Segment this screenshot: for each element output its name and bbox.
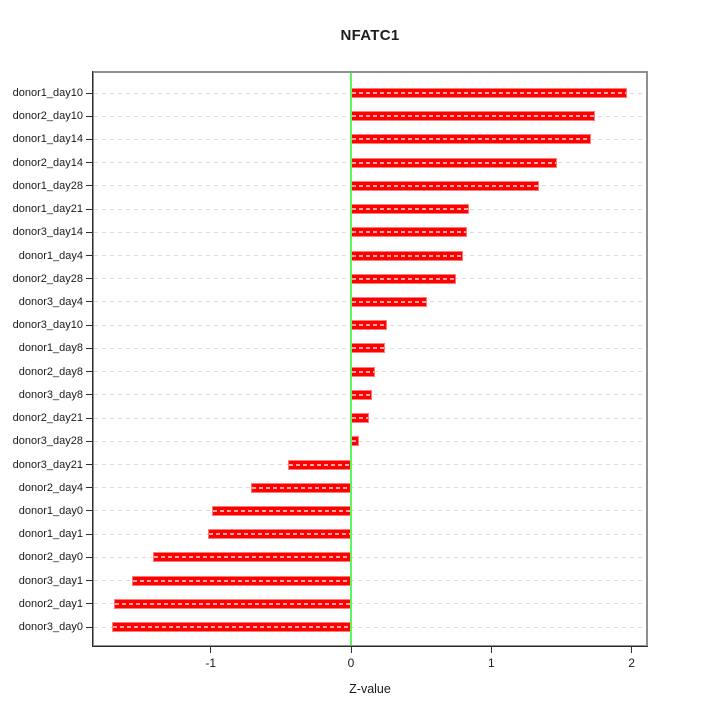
y-axis-label: donor3_day21 bbox=[12, 458, 83, 471]
y-axis-label: donor3_day0 bbox=[18, 621, 83, 634]
bar-donor1_day28 bbox=[351, 180, 539, 191]
bar-donor3_day8 bbox=[351, 389, 373, 400]
y-axis-tick bbox=[86, 208, 92, 210]
bar-donor1_day1 bbox=[207, 529, 351, 540]
y-axis-tick bbox=[86, 347, 92, 349]
y-axis-tick bbox=[86, 324, 92, 326]
zero-reference-line bbox=[350, 73, 352, 645]
x-axis-line bbox=[92, 646, 648, 647]
bar-donor1_day0 bbox=[212, 505, 351, 516]
x-axis-tick bbox=[490, 647, 492, 653]
bar-donor1_day10 bbox=[351, 88, 628, 98]
y-axis-tick bbox=[86, 603, 92, 605]
y-axis-tick bbox=[86, 301, 92, 303]
bar-donor2_day10 bbox=[351, 111, 596, 122]
y-axis-label: donor1_day0 bbox=[18, 504, 83, 517]
bar-donor1_day8 bbox=[351, 343, 385, 354]
x-axis-tick-label: 2 bbox=[628, 656, 635, 670]
bar-donor3_day0 bbox=[112, 622, 351, 633]
y-axis-tick bbox=[86, 138, 92, 140]
y-axis-label: donor2_day0 bbox=[18, 551, 83, 564]
y-axis-label: donor1_day1 bbox=[18, 528, 83, 541]
gridline bbox=[94, 464, 646, 466]
x-axis-tick bbox=[631, 647, 633, 653]
y-axis-tick bbox=[86, 185, 92, 187]
chart-title: NFATC1 bbox=[340, 27, 400, 44]
y-axis-label: donor3_day14 bbox=[12, 226, 83, 239]
y-axis-label: donor2_day10 bbox=[12, 110, 83, 123]
bar-donor1_day14 bbox=[351, 134, 591, 145]
gridline bbox=[94, 580, 646, 582]
y-axis-label: donor2_day28 bbox=[12, 272, 83, 285]
bar-donor2_day14 bbox=[351, 157, 558, 168]
bar-donor2_day21 bbox=[351, 413, 370, 424]
y-axis-line bbox=[92, 71, 93, 647]
y-axis-label: donor2_day1 bbox=[18, 597, 83, 610]
gridline bbox=[94, 556, 646, 558]
bar-donor2_day28 bbox=[351, 273, 457, 284]
y-axis-tick bbox=[86, 464, 92, 466]
bar-donor3_day14 bbox=[351, 227, 468, 238]
bar-donor1_day4 bbox=[351, 250, 464, 261]
y-axis-tick bbox=[86, 556, 92, 558]
gridline bbox=[94, 487, 646, 489]
y-axis-label: donor2_day14 bbox=[12, 156, 83, 169]
y-axis-label: donor1_day4 bbox=[18, 249, 83, 262]
y-axis-label: donor3_day28 bbox=[12, 435, 83, 448]
y-axis-label: donor1_day10 bbox=[12, 87, 83, 99]
y-axis-tick bbox=[86, 255, 92, 257]
x-axis-tick-label: -1 bbox=[205, 656, 217, 670]
x-axis-tick bbox=[350, 647, 352, 653]
y-axis-tick bbox=[86, 371, 92, 373]
plot-area bbox=[94, 73, 646, 645]
y-axis-label: donor2_day21 bbox=[12, 412, 83, 425]
y-axis-tick bbox=[86, 394, 92, 396]
bar-donor3_day4 bbox=[351, 296, 427, 307]
y-axis-label: donor3_day4 bbox=[18, 295, 83, 308]
y-axis-label: donor1_day14 bbox=[12, 133, 83, 146]
bar-donor2_day1 bbox=[113, 598, 351, 609]
gridline bbox=[94, 440, 646, 442]
y-axis-tick bbox=[86, 580, 92, 582]
y-axis-label: donor3_day10 bbox=[12, 319, 83, 332]
y-axis-label: donor1_day8 bbox=[18, 342, 83, 355]
x-axis-tick-label: 0 bbox=[347, 656, 355, 670]
y-axis-tick bbox=[86, 92, 92, 94]
gridline bbox=[94, 626, 646, 628]
y-axis-tick bbox=[86, 487, 92, 489]
gridline bbox=[94, 603, 646, 605]
y-axis-label: donor3_day8 bbox=[18, 388, 83, 401]
bar-donor2_day0 bbox=[153, 552, 351, 563]
gridline bbox=[94, 533, 646, 535]
y-axis-label: donor2_day8 bbox=[18, 365, 83, 378]
x-axis-tick bbox=[210, 647, 212, 653]
y-axis-tick bbox=[86, 626, 92, 628]
y-axis-tick bbox=[86, 533, 92, 535]
bar-donor3_day28 bbox=[351, 436, 360, 447]
y-axis-tick bbox=[86, 417, 92, 419]
gridline bbox=[94, 417, 646, 419]
y-axis-label: donor1_day21 bbox=[12, 203, 83, 216]
y-axis-label: donor3_day1 bbox=[18, 574, 83, 587]
y-axis-tick bbox=[86, 278, 92, 280]
y-axis-label: donor1_day28 bbox=[12, 179, 83, 192]
y-axis-tick bbox=[86, 440, 92, 442]
y-axis-tick bbox=[86, 231, 92, 233]
y-axis-label: donor2_day4 bbox=[18, 481, 83, 494]
gridline bbox=[94, 510, 646, 512]
bar-donor1_day21 bbox=[351, 204, 469, 215]
bar-donor3_day21 bbox=[287, 459, 351, 470]
bar-donor3_day10 bbox=[351, 320, 388, 331]
y-axis-tick bbox=[86, 162, 92, 164]
bar-donor2_day4 bbox=[251, 482, 351, 493]
x-axis-tick-label: 1 bbox=[487, 656, 495, 670]
y-axis-tick bbox=[86, 510, 92, 512]
y-axis-tick bbox=[86, 115, 92, 117]
bar-donor2_day8 bbox=[351, 366, 375, 377]
x-axis-title: Z-value bbox=[349, 682, 391, 696]
bar-donor3_day1 bbox=[132, 575, 351, 586]
